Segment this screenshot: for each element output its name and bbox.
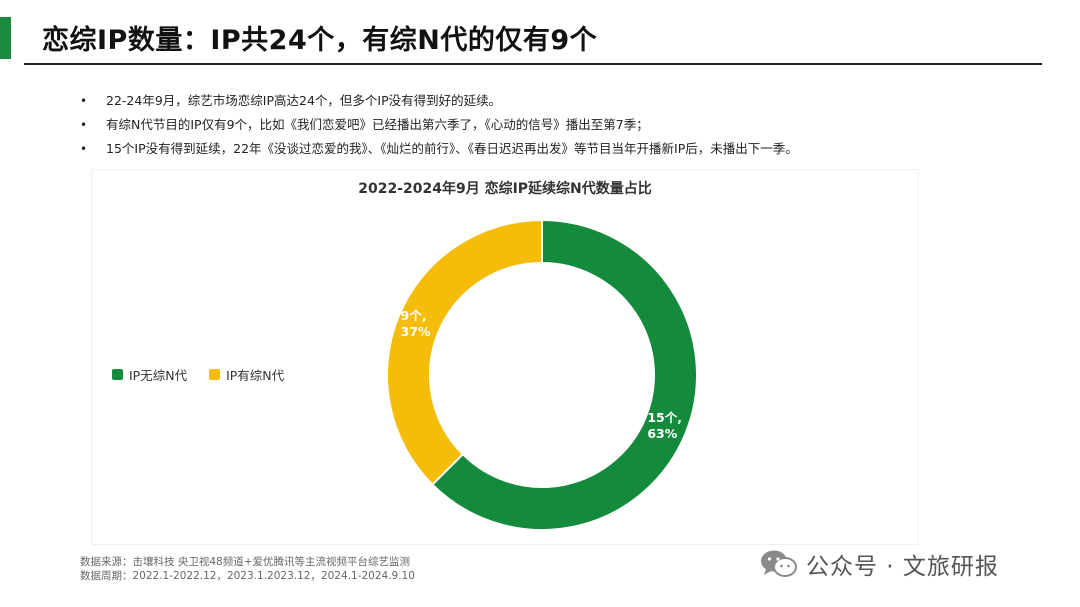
legend-item-no-sequel[interactable]: IP无综N代: [112, 365, 187, 384]
bullet-text: 15个IP没有得到延续，22年《没谈过恋爱的我》、《灿烂的前行》、《春日迟迟再出…: [106, 141, 798, 156]
bullet-dot: •: [80, 142, 88, 156]
data-source: 数据来源：击壤科技 央卫视48频道+爱优腾讯等主流视频平台综艺监测: [80, 556, 410, 568]
chart-panel: 2022-2024年9月 恋综IP延续综N代数量占比 IP无综N代 IP有综N代…: [92, 170, 918, 544]
bullet-item: • 有综N代节目的IP仅有9个，比如《我们恋爱吧》已经播出第六季了，《心动的信号》…: [80, 116, 798, 140]
legend-label-has-sequel: IP有综N代: [226, 368, 285, 383]
data-label-percent: 37%: [400, 323, 431, 339]
page-title: 恋综IP数量：IP共24个，有综N代的仅有9个: [42, 25, 598, 56]
donut-chart: [385, 218, 698, 531]
watermark: 公众号 · 文旅研报: [760, 547, 999, 581]
data-label-percent: 63%: [647, 426, 678, 442]
wechat-icon: [761, 550, 797, 577]
donut-slice-has-sequel[interactable]: [385, 218, 543, 487]
legend-swatch-no-sequel: [112, 369, 123, 380]
bullet-item: • 22-24年9月，综艺市场恋综IP高达24个，但多个IP没有得到好的延续。: [80, 92, 798, 116]
watermark-text: 公众号 · 文旅研报: [806, 554, 999, 580]
legend-label-no-sequel: IP无综N代: [129, 368, 188, 383]
title-divider: [24, 63, 1042, 65]
chart-title: 2022-2024年9月 恋综IP延续综N代数量占比: [358, 181, 652, 197]
bullet-dot: •: [80, 94, 88, 108]
legend-item-has-sequel[interactable]: IP有综N代: [209, 365, 284, 384]
data-label-no-sequel: 15个, 63%: [647, 410, 682, 442]
title-accent-bar: [0, 17, 11, 59]
bullet-list: • 22-24年9月，综艺市场恋综IP高达24个，但多个IP没有得到好的延续。 •…: [80, 92, 798, 164]
donut-slice-no-sequel[interactable]: [430, 218, 698, 531]
data-label-count: 9个,: [400, 307, 427, 323]
chart-legend: IP无综N代 IP有综N代: [112, 365, 306, 384]
bullet-dot: •: [80, 118, 88, 132]
data-period: 数据周期：2022.1-2022.12，2023.1.2023.12，2024.…: [80, 570, 415, 582]
bullet-item: • 15个IP没有得到延续，22年《没谈过恋爱的我》、《灿烂的前行》、《春日迟迟再…: [80, 140, 798, 164]
source-footer: 数据来源：击壤科技 央卫视48频道+爱优腾讯等主流视频平台综艺监测 数据周期：2…: [80, 555, 415, 583]
data-label-count: 15个,: [647, 410, 682, 426]
data-label-has-sequel: 9个, 37%: [401, 308, 431, 340]
bullet-text: 22-24年9月，综艺市场恋综IP高达24个，但多个IP没有得到好的延续。: [106, 93, 502, 108]
legend-swatch-has-sequel: [209, 369, 221, 380]
bullet-text: 有综N代节目的IP仅有9个，比如《我们恋爱吧》已经播出第六季了，《心动的信号》播…: [106, 117, 649, 132]
